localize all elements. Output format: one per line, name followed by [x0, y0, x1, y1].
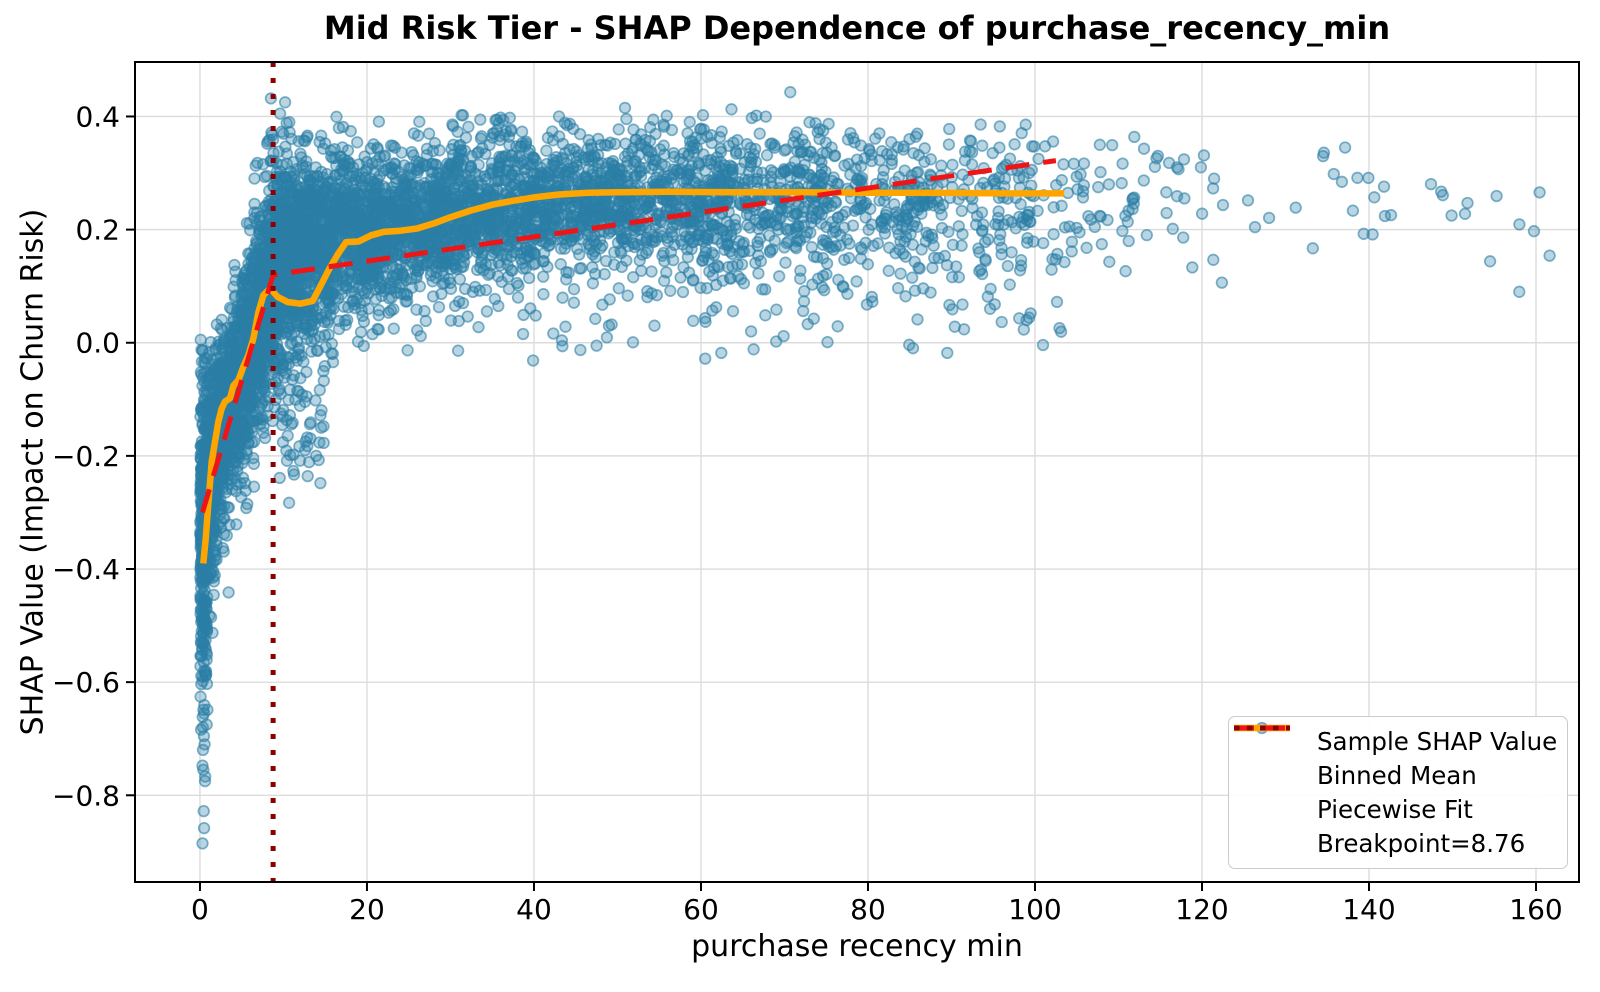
x-axis-label: purchase recency min [691, 929, 1023, 964]
legend-row: Breakpoint=8.76 [1233, 725, 1563, 861]
legend-row: Binned Mean [1233, 724, 1563, 792]
legend-label-breakpoint: Breakpoint=8.76 [1317, 829, 1526, 859]
legend-label-binned-mean: Binned Mean [1317, 760, 1477, 790]
legend-label-sample-shap-value: Sample SHAP Value [1317, 726, 1558, 756]
y-axis-label: SHAP Value (Impact on Churn Risk) [15, 208, 51, 736]
legend-row: Piecewise Fit [1233, 725, 1563, 827]
chart-title: Mid Risk Tier - SHAP Dependence of purch… [323, 9, 1391, 47]
legend-row: Sample SHAP Value [1233, 721, 1563, 758]
legend-label-piecewise-fit: Piecewise Fit [1317, 795, 1473, 825]
legend: Sample SHAP Value Binned Mean Piecewise … [1228, 716, 1568, 869]
